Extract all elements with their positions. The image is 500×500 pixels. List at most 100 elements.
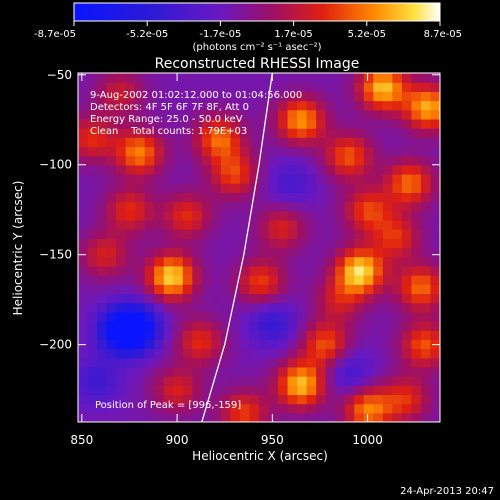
heatmap-cell [344,265,355,276]
annotation-detectors: Detectors: 4F 5F 6F 7F 8F, Att 0 [90,102,249,113]
heatmap-cell [192,118,203,129]
heatmap-cell [239,330,251,340]
heatmap-cell [401,311,413,322]
heatmap-cell [392,100,403,111]
heatmap-cell [230,357,241,368]
heatmap-cell [173,385,184,396]
heatmap-cell [392,229,403,239]
heatmap-cell [220,164,232,175]
heatmap-cell [144,256,155,267]
heatmap-cell [287,238,298,249]
heatmap-cell [363,385,374,396]
heatmap-cell [78,118,89,129]
heatmap-cell [382,219,393,230]
heatmap-cell [335,320,346,331]
heatmap-cell [335,100,346,111]
heatmap-cell [354,155,365,166]
heatmap-cell [211,293,222,304]
heatmap-cell [239,403,251,414]
heatmap-cell [259,183,270,193]
heatmap-cell [116,265,127,276]
heatmap-cell [87,192,98,203]
heatmap-cell [173,284,184,295]
heatmap-cell [116,146,127,157]
heatmap-cell [87,320,98,331]
heatmap-cell [401,238,413,249]
heatmap-cell [211,302,222,313]
heatmap-cell [259,192,270,203]
heatmap-cell [344,174,355,184]
heatmap-cell [325,137,336,148]
heatmap-cell [430,183,440,193]
heatmap-cell [211,201,222,212]
heatmap-cell [192,201,203,212]
heatmap-cell [173,339,184,350]
heatmap-cell [392,137,403,148]
heatmap-cell [144,73,155,83]
heatmap-cell [363,100,374,111]
heatmap-cell [373,339,384,350]
heatmap-cell [201,412,212,422]
heatmap-cell [144,238,155,249]
heatmap-cell [335,201,346,212]
heatmap-cell [220,82,232,92]
heatmap-cell [249,339,260,350]
heatmap-cell [259,320,270,331]
heatmap-cell [144,385,155,396]
heatmap-cell [278,164,289,175]
heatmap-cell [325,183,336,193]
heatmap-cell [78,403,89,414]
heatmap-cell [154,366,165,377]
heatmap-cell [97,118,108,129]
heatmap-cell [78,91,89,102]
heatmap-cell [354,265,365,276]
heatmap-cell [268,293,279,304]
heatmap-cell [392,82,403,92]
heatmap-cell [78,164,89,175]
heatmap-cell [354,366,365,377]
heatmap-cell [201,82,212,92]
heatmap-cell [316,348,327,359]
heatmap-cell [125,155,136,166]
heatmap-cell [297,256,308,267]
heatmap-cell [382,174,393,184]
heatmap-cell [201,265,212,276]
heatmap-cell [287,118,298,129]
heatmap-cell [259,275,270,285]
heatmap-cell [278,82,289,92]
heatmap-cell [382,183,393,193]
heatmap-cell [287,412,298,422]
heatmap-cell [344,275,355,285]
heatmap-cell [230,174,241,184]
heatmap-cell [220,339,232,350]
heatmap-cell [116,229,127,239]
heatmap-cell [249,293,260,304]
heatmap-cell [287,137,298,148]
heatmap-cell [239,302,251,313]
heatmap-cell [78,385,89,396]
heatmap-cell [325,219,336,230]
heatmap-cell [125,164,136,175]
heatmap-cell [373,394,384,405]
heatmap-cell [97,320,108,331]
heatmap-cell [363,192,374,203]
heatmap-cell [344,100,355,111]
heatmap-cell [163,394,174,405]
heatmap-cell [106,155,117,166]
heatmap-cell [211,247,222,258]
heatmap-cell [87,348,98,359]
heatmap-cell [392,164,403,175]
heatmap-cell [220,302,232,313]
heatmap-cell [316,302,327,313]
heatmap-cell [373,128,384,138]
heatmap-cell [230,229,241,239]
heatmap-cell [344,210,355,221]
heatmap-cell [249,348,260,359]
heatmap-cell [420,82,432,92]
heatmap-cell [382,320,393,331]
heatmap-cell [144,155,155,166]
heatmap-cell [201,284,212,295]
heatmap-cell [116,118,127,129]
heatmap-cell [344,357,355,368]
heatmap-cell [392,311,403,322]
